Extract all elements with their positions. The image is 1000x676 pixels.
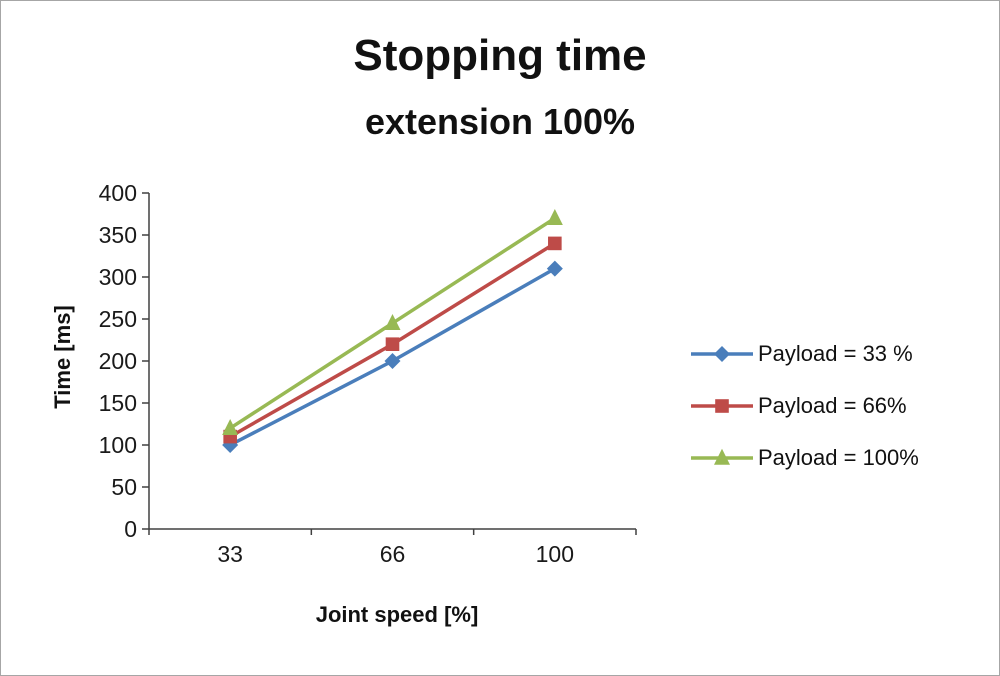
chart-subtitle: extension 100% (364, 101, 636, 142)
chart-legend: Payload = 33 % Payload = 66% Payload = 100… (689, 341, 919, 471)
diamond-marker-icon (384, 353, 401, 369)
legend-triangle-sample-icon (691, 448, 753, 465)
x-axis-title: Joint speed [%] (315, 602, 479, 627)
legend-item: Payload = 66% (689, 393, 919, 419)
y-tick-label: 100 (99, 432, 137, 458)
triangle-marker-icon (714, 448, 730, 465)
y-tick-label: 400 (99, 180, 137, 206)
y-tick-label: 300 (99, 264, 137, 290)
legend-item: Payload = 100% (689, 445, 919, 471)
legend-label: Payload = 100% (758, 445, 919, 470)
triangle-marker-icon (222, 419, 239, 435)
square-marker-icon (715, 399, 729, 413)
y-tick-label: 350 (99, 222, 137, 248)
square-marker-icon (385, 337, 400, 351)
legend-label: Payload = 66% (758, 393, 907, 418)
square-marker-icon (548, 236, 562, 251)
x-tick-label: 66 (380, 541, 406, 567)
legend-label: Payload = 33 % (758, 341, 913, 366)
triangle-marker-icon (546, 209, 563, 225)
legend-diamond-sample-icon (691, 346, 753, 362)
chart-title: Stopping time (353, 31, 647, 80)
legend-item: Payload = 33 % (689, 341, 919, 367)
y-tick-label: 50 (111, 474, 137, 500)
y-tick-label: 0 (124, 516, 137, 542)
line-chart: 0 50 100 150 200 250 300 350 400 33 66 100 (99, 180, 637, 567)
y-tick-label: 250 (99, 306, 137, 332)
diamond-marker-icon (714, 346, 730, 362)
legend-square-sample-icon (691, 399, 753, 413)
x-tick-label: 100 (536, 541, 574, 567)
y-tick-label: 150 (99, 390, 137, 416)
y-tick-label: 200 (99, 348, 137, 374)
x-tick-label: 33 (217, 541, 243, 567)
triangle-marker-icon (384, 314, 401, 330)
y-axis-title: Time [ms] (50, 305, 75, 409)
diamond-marker-icon (546, 260, 563, 277)
